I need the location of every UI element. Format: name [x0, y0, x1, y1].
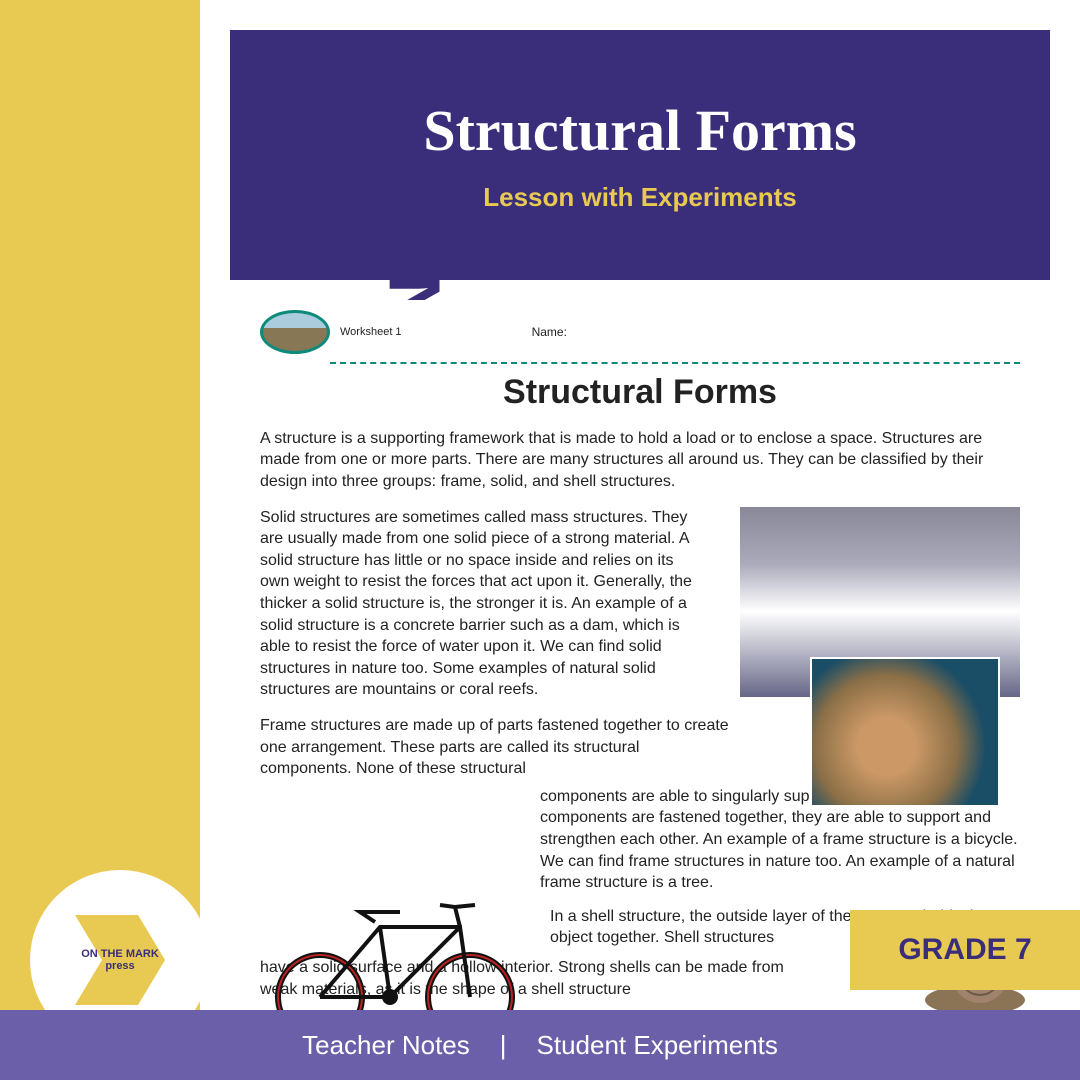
bridge-icon: [260, 310, 330, 354]
footer-left: Teacher Notes: [302, 1030, 470, 1061]
grade-badge: GRADE 7: [850, 910, 1080, 990]
name-field-label: Name:: [532, 324, 567, 340]
worksheet-preview: Worksheet 1 Name: Structural Forms A str…: [240, 300, 1040, 980]
title-card: Structural Forms Lesson with Experiments: [230, 30, 1050, 280]
footer-bar: Teacher Notes | Student Experiments: [0, 1010, 1080, 1080]
logo-text: ON THE MARK press: [81, 948, 159, 972]
worksheet-number: Worksheet 1: [340, 325, 402, 340]
worksheet-title: Structural Forms: [260, 370, 1020, 416]
coral-reef-image: [810, 657, 1000, 807]
page-title: Structural Forms: [423, 97, 856, 164]
page-subtitle: Lesson with Experiments: [483, 182, 797, 213]
solid-structures-paragraph: Solid structures are sometimes called ma…: [260, 507, 701, 701]
divider: [330, 362, 1020, 364]
intro-paragraph: A structure is a supporting framework th…: [260, 428, 1020, 493]
grade-text: GRADE 7: [898, 933, 1031, 967]
logo-line3: press: [105, 960, 134, 972]
footer-right: Student Experiments: [537, 1030, 778, 1061]
logo-line2: MARK: [126, 948, 159, 960]
frame-structures-paragraph-a: Frame structures are made up of parts fa…: [260, 715, 731, 780]
logo-line1: ON THE: [81, 948, 123, 960]
worksheet-header: Worksheet 1 Name:: [260, 310, 1020, 354]
footer-separator: |: [500, 1030, 507, 1061]
